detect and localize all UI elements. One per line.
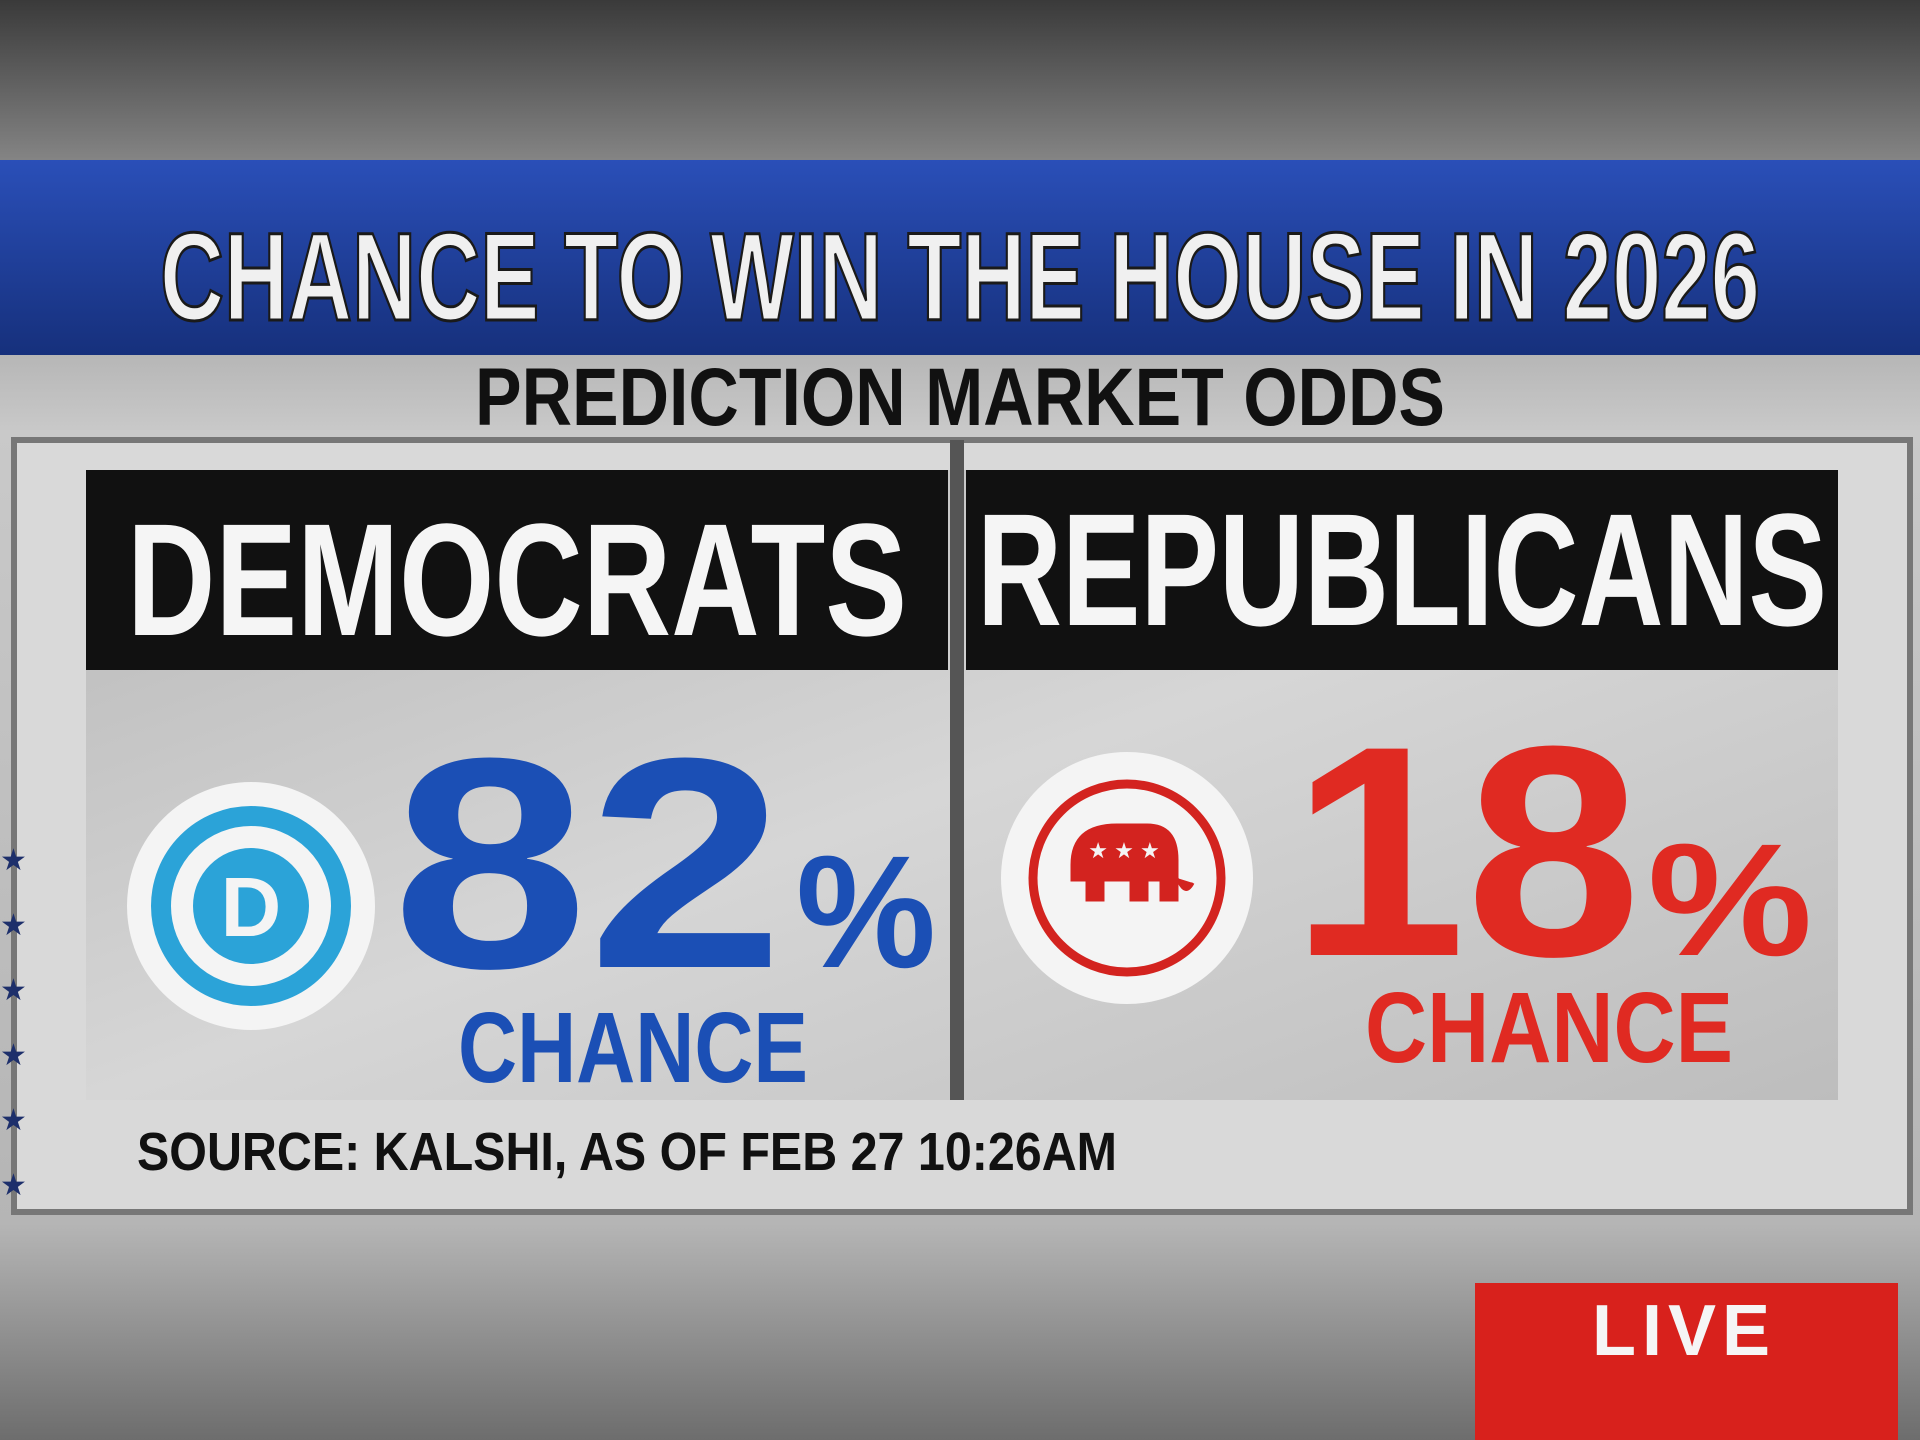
- source: SOURCE: KALSHI, AS OF FEB 27 10:26AM: [137, 1122, 1117, 1182]
- svg-text:★: ★: [0, 844, 27, 877]
- title-band: [0, 160, 1920, 355]
- party-name: REPUBLICANS: [977, 480, 1827, 659]
- svg-text:★: ★: [0, 909, 27, 942]
- democrats-header: [86, 470, 948, 670]
- svg-text:★: ★: [0, 1169, 27, 1202]
- democrat-unit: %: [796, 822, 936, 1001]
- svg-text:★: ★: [0, 974, 27, 1007]
- live-text: LIVE: [1592, 1291, 1776, 1371]
- democrat-label: CHANCE: [458, 992, 808, 1104]
- party-name: DEMOCRATS: [127, 490, 907, 669]
- republican-value: 18: [1291, 683, 1641, 1019]
- elephant: [1070, 823, 1195, 902]
- title: CHANCE TO WIN THE HOUSE IN 2026: [160, 208, 1760, 347]
- svg-text:★: ★: [0, 1039, 27, 1072]
- divider: [950, 440, 964, 1100]
- republican-logo-ring: [1028, 779, 1226, 977]
- republican-unit: %: [1648, 810, 1813, 989]
- republican-label: CHANCE: [1365, 972, 1733, 1084]
- subtitle: PREDICTION MARKET ODDS: [475, 352, 1445, 443]
- live-badge: [1475, 1283, 1898, 1440]
- democrat-value: 82: [392, 695, 784, 1031]
- democrat-logo-inner: [193, 848, 309, 964]
- democrat-logo-letter: D: [221, 860, 282, 954]
- elephant-stars: ★ ★ ★: [1088, 838, 1159, 863]
- side-stars: ★ ★ ★ ★ ★ ★: [0, 844, 27, 1202]
- republicans-header: [966, 470, 1838, 670]
- svg-text:★: ★: [0, 1104, 27, 1137]
- democrat-logo-ring: [151, 806, 351, 1006]
